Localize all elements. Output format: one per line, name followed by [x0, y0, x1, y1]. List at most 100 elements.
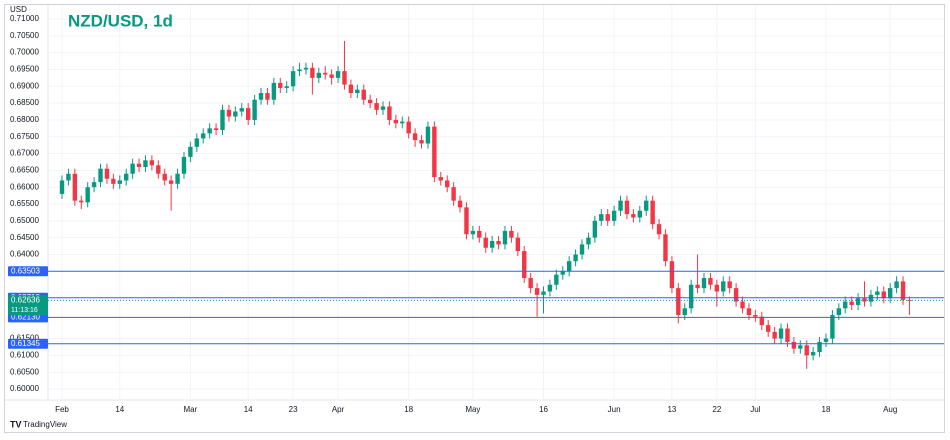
- candle-body: [611, 210, 617, 221]
- candle-body: [721, 281, 726, 292]
- logo-mark: TV: [10, 419, 22, 429]
- candle-body: [676, 288, 681, 316]
- candle-body: [393, 119, 399, 124]
- candle-body: [323, 72, 328, 75]
- candle-body: [554, 274, 559, 285]
- x-tick-label: 18: [404, 405, 413, 414]
- candle-body: [310, 67, 315, 78]
- y-tick-label: 0.65500: [10, 199, 39, 208]
- candle-body: [239, 108, 244, 112]
- candle-body: [644, 200, 649, 211]
- candle-body: [124, 173, 129, 181]
- candle-body: [881, 291, 886, 299]
- candle-body: [599, 214, 604, 221]
- candle-body: [798, 345, 803, 349]
- candle-body: [740, 301, 745, 309]
- grid: 0.71000 0.70500 0.70000 0.69500 0.69000 0.685…: [10, 5, 944, 414]
- price-label: 0.61345: [11, 339, 40, 348]
- candle-body: [618, 200, 623, 211]
- candle-body: [252, 99, 257, 120]
- candle-body: [258, 93, 264, 100]
- frame: [4, 4, 945, 433]
- candle-body: [387, 106, 392, 120]
- candle-body: [656, 224, 662, 235]
- candle-body: [791, 341, 797, 349]
- candle-body: [213, 128, 219, 131]
- candle-body: [534, 288, 540, 295]
- candle-body: [810, 352, 816, 356]
- candle-body: [117, 180, 122, 184]
- candle-body: [714, 284, 720, 292]
- candle-body: [592, 220, 598, 238]
- x-tick-label: 16: [539, 405, 548, 414]
- candle-body: [708, 278, 713, 285]
- candle-body: [175, 173, 180, 184]
- candle-body: [823, 338, 829, 342]
- candle-body: [836, 308, 842, 316]
- y-tick-label: 0.64000: [10, 250, 39, 259]
- last-price-label: 0.62636: [11, 295, 40, 304]
- candle-body: [489, 241, 495, 248]
- candle-body: [278, 82, 283, 88]
- candle-body: [130, 163, 135, 174]
- candle-body: [579, 244, 585, 255]
- x-tick-label: Feb: [55, 405, 69, 414]
- candle-body: [143, 160, 148, 168]
- candle-body: [245, 108, 251, 120]
- last-price-box: [8, 295, 48, 316]
- candle-body: [233, 111, 238, 117]
- candle-body: [406, 121, 411, 134]
- candle-body: [573, 254, 578, 262]
- candle-body: [329, 74, 334, 78]
- candle-body: [560, 271, 565, 275]
- candle-body: [727, 281, 732, 289]
- candle-body: [374, 103, 379, 110]
- candle-body: [111, 178, 116, 184]
- chart-title: NZD/USD, 1d: [68, 11, 173, 30]
- x-tick-label: 22: [712, 405, 721, 414]
- candle-body: [85, 187, 90, 203]
- candle-body: [753, 315, 758, 317]
- candle-body: [900, 281, 906, 300]
- x-tick-label: Jun: [608, 405, 621, 414]
- candle-body: [624, 200, 630, 215]
- candle-body: [830, 315, 835, 339]
- candle-body: [772, 331, 777, 339]
- x-tick-label: 14: [244, 405, 253, 414]
- y-tick-label: 0.70500: [10, 31, 39, 40]
- candle-body: [419, 140, 424, 144]
- candle-body: [168, 180, 174, 184]
- candle-body: [425, 126, 431, 144]
- candle-body: [522, 251, 527, 279]
- candle-body: [849, 301, 854, 305]
- candles: [59, 40, 912, 369]
- candle-body: [335, 71, 341, 78]
- candle-body: [162, 173, 167, 181]
- price-label-box: [8, 266, 48, 277]
- candle-body: [79, 200, 84, 203]
- y-tick-label: 0.65000: [10, 216, 39, 225]
- candle-body: [220, 109, 225, 131]
- candle-body: [136, 163, 142, 168]
- candle-body: [477, 230, 482, 238]
- candle-body: [400, 121, 405, 124]
- candle-body: [695, 284, 700, 289]
- candle-body: [669, 261, 675, 289]
- candle-body: [355, 89, 360, 94]
- candle-body: [265, 93, 270, 100]
- y-tick-label: 0.67000: [10, 149, 39, 158]
- candle-body: [290, 71, 296, 87]
- candle-body: [766, 325, 771, 332]
- price-label: 0.63503: [11, 266, 40, 275]
- candle-body: [104, 168, 110, 179]
- x-tick-label: May: [465, 405, 480, 414]
- candle-body: [528, 278, 533, 289]
- y-tick-label: 0.69500: [10, 65, 39, 74]
- candle-body: [451, 187, 456, 201]
- candle-body: [541, 291, 546, 295]
- candle-body: [650, 200, 655, 225]
- candle-body: [226, 109, 232, 117]
- candle-body: [502, 230, 508, 245]
- y-tick-label: 0.64500: [10, 233, 39, 242]
